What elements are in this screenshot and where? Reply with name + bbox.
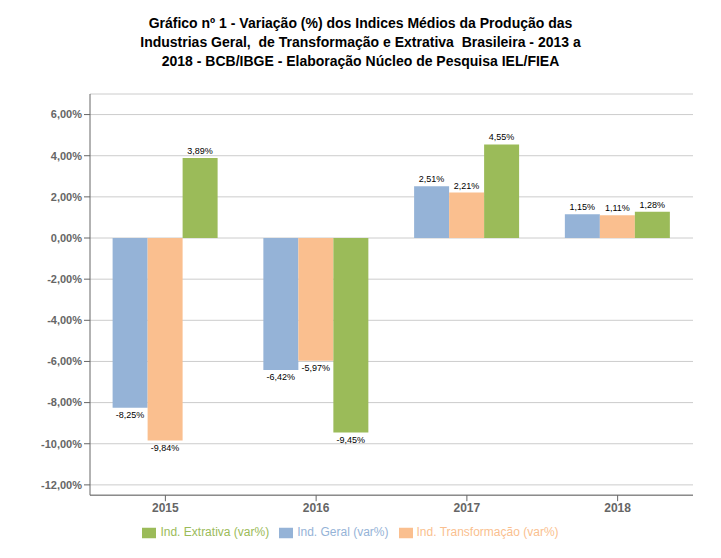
svg-text:-5,97%: -5,97% [302, 363, 331, 373]
svg-text:-9,45%: -9,45% [337, 435, 366, 445]
svg-text:0,00%: 0,00% [51, 232, 82, 244]
html-text:Ind. Transformação (var%): Ind. Transformação (var%) [416, 525, 559, 540]
svg-text:2017: 2017 [454, 501, 481, 515]
html-text:Ind. Extrativa (var%): Ind. Extrativa (var%) [160, 525, 270, 540]
svg-text:1,15%: 1,15% [570, 202, 596, 212]
svg-text:4,00%: 4,00% [51, 150, 82, 162]
svg-text:2016: 2016 [303, 501, 330, 515]
html-text:Ind. Geral (var%): Ind. Geral (var%) [297, 525, 389, 540]
html-text:Industrias Geral, de Transform: Industrias Geral, de Transformação e Ext… [140, 34, 581, 50]
html-text:Gráfico nº 1 - Variação (%) do: Gráfico nº 1 - Variação (%) dos Indices … [148, 15, 573, 31]
svg-text:2,21%: 2,21% [454, 181, 480, 191]
svg-text:2,00%: 2,00% [51, 191, 82, 203]
svg-text:2,51%: 2,51% [419, 174, 445, 184]
svg-text:4,55%: 4,55% [489, 132, 515, 142]
svg-text:-6,42%: -6,42% [267, 372, 296, 382]
svg-text:-9,84%: -9,84% [151, 443, 180, 453]
html-text:2018 - BCB/IBGE - Elaboração N: 2018 - BCB/IBGE - Elaboração Núcleo de P… [161, 53, 560, 69]
svg-text:-12,00%: -12,00% [41, 479, 82, 491]
svg-text:-10,00%: -10,00% [41, 438, 82, 450]
svg-text:2018: 2018 [604, 501, 631, 515]
svg-text:-2,00%: -2,00% [47, 273, 82, 285]
svg-text:-8,00%: -8,00% [47, 396, 82, 408]
svg-text:-8,25%: -8,25% [116, 410, 145, 420]
svg-text:-4,00%: -4,00% [47, 314, 82, 326]
svg-text:1,28%: 1,28% [640, 200, 666, 210]
svg-text:-6,00%: -6,00% [47, 355, 82, 367]
svg-text:3,89%: 3,89% [187, 146, 213, 156]
svg-text:2015: 2015 [152, 501, 179, 515]
svg-text:6,00%: 6,00% [51, 108, 82, 120]
svg-text:1,11%: 1,11% [605, 203, 630, 213]
